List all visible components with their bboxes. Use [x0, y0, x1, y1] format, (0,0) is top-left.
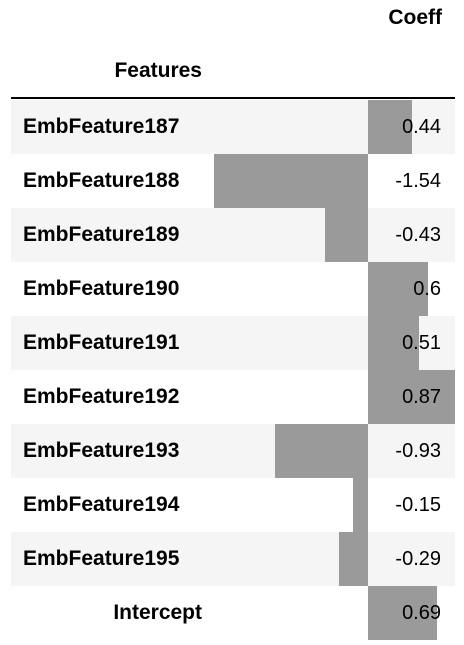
feature-label: EmbFeature189	[23, 223, 180, 246]
feature-label: Intercept	[113, 601, 202, 624]
coeff-bar	[339, 532, 368, 586]
coeff-bar	[368, 586, 437, 640]
coeff-bar	[368, 262, 428, 316]
coeff-value: -0.15	[395, 494, 441, 516]
table-row: EmbFeature195 -0.29	[11, 532, 455, 586]
coeff-value: -1.54	[395, 170, 441, 192]
coeff-bar	[353, 478, 368, 532]
coeff-value: 0.44	[402, 116, 441, 138]
feature-label: EmbFeature187	[23, 115, 180, 138]
coeff-value: 0.6	[413, 278, 441, 300]
table-row: EmbFeature193 -0.93	[11, 424, 455, 478]
table-row: Intercept 0.69	[11, 586, 455, 640]
table-row: EmbFeature190 0.6	[11, 262, 455, 316]
feature-label: EmbFeature188	[23, 169, 180, 192]
feature-label: EmbFeature195	[23, 547, 180, 570]
coeff-bar	[368, 316, 419, 370]
feature-label: EmbFeature194	[23, 493, 180, 516]
table-row: EmbFeature194 -0.15	[11, 478, 455, 532]
table-row: EmbFeature187 0.44	[11, 100, 455, 154]
coeff-bar	[368, 370, 455, 424]
coeff-column-header: Coeff	[388, 6, 442, 29]
feature-label: EmbFeature191	[23, 331, 180, 354]
feature-label: EmbFeature190	[23, 277, 180, 300]
coeff-bar	[275, 424, 368, 478]
coeff-bar	[325, 208, 368, 262]
table-row: EmbFeature188 -1.54	[11, 154, 455, 208]
features-index-header: Features	[114, 59, 202, 82]
coeff-value: 0.51	[402, 332, 441, 354]
coefficient-table: EmbFeature187 0.44 EmbFeature188 -1.54 EmbFe…	[11, 100, 455, 640]
coeff-value: -0.29	[395, 548, 441, 570]
coeff-bar	[214, 154, 368, 208]
table-row: EmbFeature189 -0.43	[11, 208, 455, 262]
table-row: EmbFeature191 0.51	[11, 316, 455, 370]
table-row: EmbFeature192 0.87	[11, 370, 455, 424]
coeff-value: -0.93	[395, 440, 441, 462]
feature-label: EmbFeature193	[23, 439, 180, 462]
coeff-bar	[368, 100, 412, 154]
coeff-value: 0.87	[402, 386, 441, 408]
coeff-value: -0.43	[395, 224, 441, 246]
coeff-value: 0.69	[402, 602, 441, 624]
feature-label: EmbFeature192	[23, 385, 180, 408]
header-divider	[11, 97, 455, 99]
